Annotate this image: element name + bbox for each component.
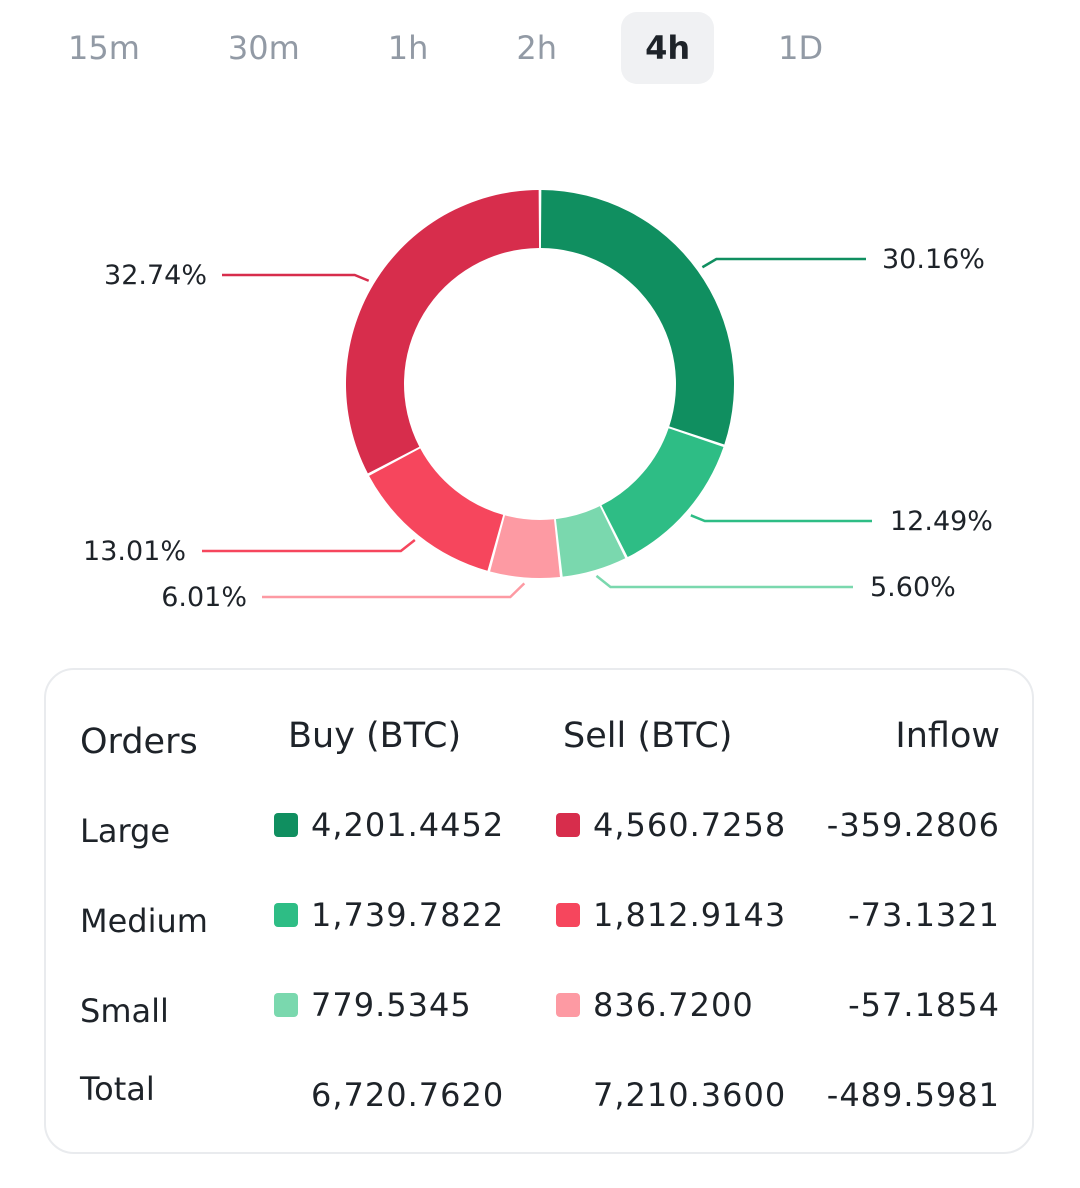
- row-label-total: Total: [80, 1070, 155, 1108]
- sell-medium-swatch: [556, 903, 580, 927]
- buy-medium-swatch: [274, 903, 298, 927]
- buy-large-leader-line: [701, 257, 866, 269]
- sell-medium-percent-label: 13.01%: [83, 536, 186, 567]
- sell-medium-leader-line: [202, 539, 416, 553]
- order-distribution-donut-chart: 30.16% 12.49% 5.60% 6.01% 13.01% 32.74%: [83, 190, 993, 613]
- inflow-large-value: -359.2806: [826, 806, 1000, 844]
- sell-medium-value: 1,812.9143: [593, 896, 787, 934]
- sell-large-swatch: [556, 813, 580, 837]
- buy-medium-percent-label: 12.49%: [890, 506, 993, 537]
- header-orders: Orders: [80, 722, 198, 762]
- sell-small-leader-line: [262, 582, 526, 599]
- header-buy: Buy (BTC): [288, 716, 462, 756]
- interval-tabs: 15m 30m 1h 2h 4h 1D: [44, 12, 887, 84]
- sell-small-swatch: [556, 993, 580, 1017]
- row-label-medium: Medium: [80, 902, 208, 940]
- buy-small-value: 779.5345: [311, 986, 472, 1024]
- buy-total-value: 6,720.7620: [311, 1076, 505, 1114]
- buy-medium-value: 1,739.7822: [311, 896, 505, 934]
- sell-small-slice: [490, 515, 561, 578]
- tab-15m[interactable]: 15m: [68, 29, 140, 67]
- sell-large-value: 4,560.7258: [593, 806, 787, 844]
- buy-large-slice: [540, 190, 735, 445]
- buy-small-leader-line: [595, 574, 853, 589]
- sell-small-percent-label: 6.01%: [161, 582, 247, 613]
- orders-table-card: Orders Buy (BTC) Sell (BTC) Inflow Large…: [44, 668, 1034, 1154]
- inflow-total-value: -489.5981: [826, 1076, 1000, 1114]
- tab-1d[interactable]: 1D: [778, 29, 824, 67]
- sell-large-leader-line: [222, 273, 370, 282]
- sell-total-value: 7,210.3600: [593, 1076, 787, 1114]
- tab-30m[interactable]: 30m: [227, 29, 300, 67]
- sell-medium-slice: [369, 448, 504, 571]
- header-inflow: Inflow: [895, 716, 1000, 756]
- buy-small-swatch: [274, 993, 298, 1017]
- buy-large-value: 4,201.4452: [311, 806, 505, 844]
- row-label-large: Large: [80, 812, 171, 850]
- buy-large-swatch: [274, 813, 298, 837]
- buy-small-percent-label: 5.60%: [870, 572, 956, 603]
- sell-large-slice: [345, 190, 540, 474]
- header-sell: Sell (BTC): [563, 716, 733, 756]
- sell-large-percent-label: 32.74%: [104, 260, 207, 291]
- buy-medium-leader-line: [690, 514, 872, 523]
- buy-medium-slice: [601, 428, 724, 558]
- inflow-medium-value: -73.1321: [848, 896, 1000, 934]
- tab-2h[interactable]: 2h: [516, 29, 558, 67]
- tab-4h[interactable]: 4h: [621, 12, 715, 84]
- buy-small-slice: [555, 506, 626, 577]
- buy-large-percent-label: 30.16%: [882, 244, 985, 275]
- row-label-small: Small: [80, 992, 169, 1030]
- inflow-small-value: -57.1854: [848, 986, 1000, 1024]
- sell-small-value: 836.7200: [593, 986, 754, 1024]
- tab-1h[interactable]: 1h: [387, 29, 429, 67]
